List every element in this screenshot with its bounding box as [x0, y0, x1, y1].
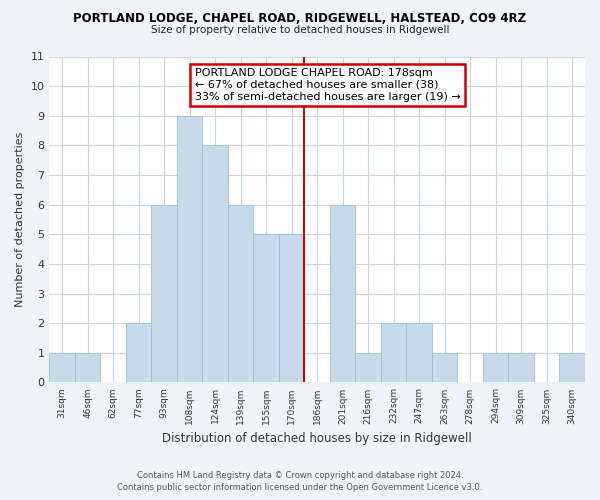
Bar — [49, 353, 75, 382]
X-axis label: Distribution of detached houses by size in Ridgewell: Distribution of detached houses by size … — [163, 432, 472, 445]
Text: PORTLAND LODGE, CHAPEL ROAD, RIDGEWELL, HALSTEAD, CO9 4RZ: PORTLAND LODGE, CHAPEL ROAD, RIDGEWELL, … — [73, 12, 527, 26]
Bar — [330, 204, 355, 382]
Bar — [381, 323, 406, 382]
Bar — [228, 204, 253, 382]
Bar — [279, 234, 304, 382]
Bar — [432, 353, 457, 382]
Bar — [483, 353, 508, 382]
Bar — [253, 234, 279, 382]
Bar — [75, 353, 100, 382]
Text: Contains HM Land Registry data © Crown copyright and database right 2024.
Contai: Contains HM Land Registry data © Crown c… — [118, 471, 482, 492]
Bar — [151, 204, 177, 382]
Text: PORTLAND LODGE CHAPEL ROAD: 178sqm
← 67% of detached houses are smaller (38)
33%: PORTLAND LODGE CHAPEL ROAD: 178sqm ← 67%… — [195, 68, 461, 102]
Bar — [126, 323, 151, 382]
Bar — [177, 116, 202, 382]
Bar — [202, 146, 228, 382]
Bar — [508, 353, 534, 382]
Text: Size of property relative to detached houses in Ridgewell: Size of property relative to detached ho… — [151, 25, 449, 35]
Y-axis label: Number of detached properties: Number of detached properties — [15, 132, 25, 307]
Bar — [355, 353, 381, 382]
Bar — [559, 353, 585, 382]
Bar — [406, 323, 432, 382]
